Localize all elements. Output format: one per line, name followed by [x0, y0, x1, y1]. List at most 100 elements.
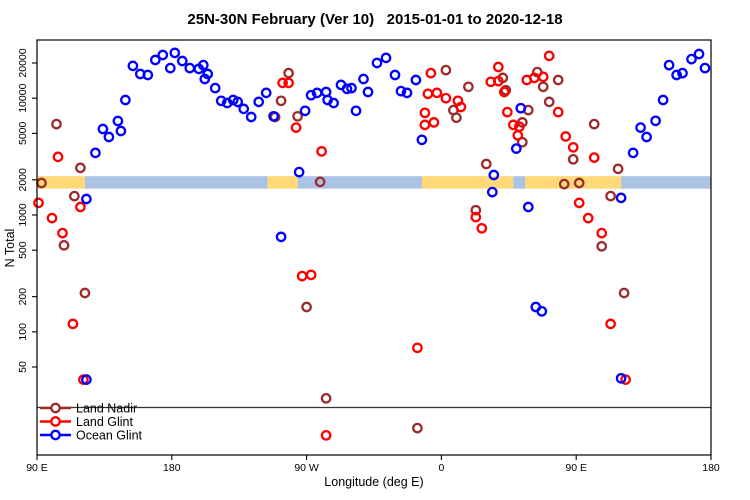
data-point [142, 69, 154, 81]
data-point [455, 101, 467, 113]
data-point [663, 59, 675, 71]
data-point [560, 131, 572, 142]
data-point [316, 146, 327, 157]
data-point [677, 67, 688, 79]
y-tick-label: 1000 [17, 203, 29, 227]
data-point [75, 201, 86, 213]
data-point [573, 197, 585, 209]
data-point [320, 392, 332, 404]
map-band-segment-land [525, 176, 622, 189]
data-point [314, 176, 326, 188]
data-point [120, 94, 131, 106]
data-point [115, 125, 127, 137]
data-point [522, 201, 534, 213]
data-point [699, 62, 711, 74]
data-point [615, 192, 627, 204]
data-point [412, 342, 423, 354]
data-point [346, 82, 357, 94]
data-point [176, 55, 188, 67]
data-point [419, 119, 431, 131]
data-point [245, 111, 257, 123]
data-point [97, 123, 109, 135]
data-point [410, 74, 422, 86]
legend-label: Ocean Glint [76, 428, 143, 442]
data-point [476, 222, 488, 234]
data-point [362, 86, 374, 98]
data-point [498, 86, 510, 98]
data-point [537, 81, 549, 93]
plot-border [36, 39, 712, 456]
y-tick-label: 500 [17, 241, 29, 259]
data-point [293, 166, 305, 178]
data-point [184, 62, 196, 74]
data-point [305, 269, 317, 281]
data-point [232, 96, 244, 108]
y-tick-label: 100 [17, 323, 29, 341]
data-point [301, 301, 312, 313]
data-point [635, 122, 646, 133]
data-point [543, 96, 555, 108]
data-point [419, 107, 431, 119]
data-point [596, 240, 608, 252]
data-point [90, 147, 101, 159]
map-band-segment-ocean [297, 176, 422, 189]
data-point [305, 89, 317, 101]
data-point [58, 239, 70, 251]
data-point [588, 118, 600, 130]
data-point [618, 287, 630, 299]
data-point [470, 211, 482, 223]
data-point [650, 115, 661, 127]
data-point [615, 372, 627, 384]
data-point [657, 94, 669, 106]
data-point [103, 131, 115, 143]
data-point [296, 270, 308, 282]
map-band-segment-land [421, 176, 514, 189]
data-point [371, 57, 383, 69]
data-point [67, 318, 79, 330]
data-point [341, 83, 353, 95]
x-tick-label: 90 W [294, 462, 319, 474]
data-point [686, 53, 697, 65]
legend-label: Land Nadir [76, 401, 137, 415]
data-point [431, 87, 443, 99]
data-point [470, 204, 482, 216]
data-point [238, 103, 250, 115]
data-point [149, 54, 161, 66]
data-point [451, 112, 462, 124]
data-point [283, 77, 294, 89]
series-land-nadir [36, 64, 630, 434]
data-point [328, 97, 339, 109]
series-land-glint [33, 50, 631, 441]
data-point [480, 158, 492, 170]
x-tick-label: 90 E [565, 462, 587, 474]
data-point [537, 71, 549, 83]
x-tick-label: 180 [702, 462, 720, 474]
data-point [693, 48, 705, 60]
map-band-segment-ocean [513, 176, 526, 189]
data-point [202, 68, 214, 80]
data-point [416, 134, 428, 146]
y-tick-label: 50 [17, 361, 29, 373]
data-point [292, 110, 303, 122]
data-point [588, 152, 600, 163]
data-point [428, 117, 440, 128]
data-point [486, 186, 498, 198]
data-point [395, 85, 407, 97]
data-point [620, 374, 631, 385]
x-tick-label: 0 [438, 462, 444, 474]
data-point [79, 287, 91, 299]
map-band-segment-ocean [621, 176, 711, 189]
data-point [81, 374, 92, 385]
data-point [492, 75, 504, 87]
data-point [492, 61, 504, 73]
data-point [277, 77, 288, 89]
data-point [567, 153, 579, 165]
data-point [275, 95, 287, 107]
legend-label: Land Glint [76, 415, 134, 429]
data-point [515, 102, 527, 114]
chart-title: 25N-30N February (Ver 10) 2015-01-01 to … [187, 11, 563, 28]
data-point [75, 162, 86, 174]
data-point [69, 190, 80, 202]
data-point [412, 422, 423, 434]
